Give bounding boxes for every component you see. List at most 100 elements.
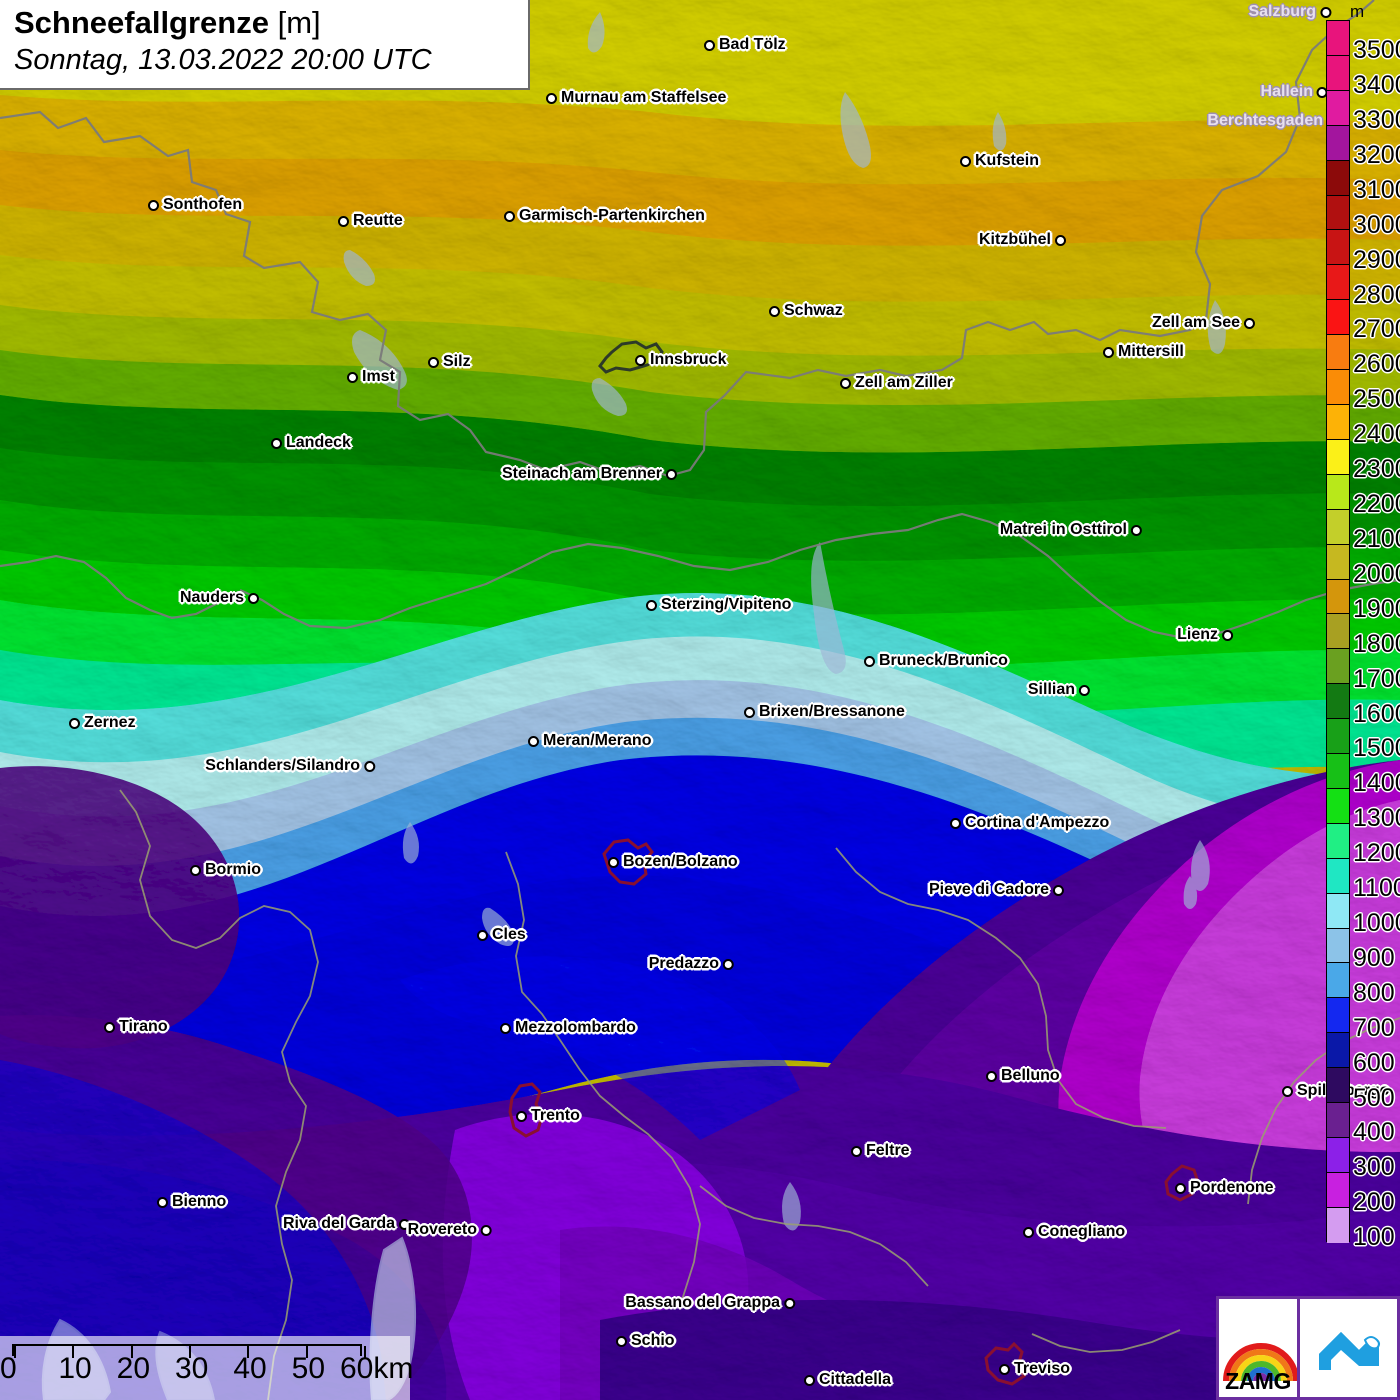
city-marker[interactable]: Murnau am Staffelsee	[546, 89, 727, 106]
city-dot-icon	[157, 1196, 168, 1208]
city-marker[interactable]: Schwaz	[769, 302, 843, 319]
city-marker[interactable]: Schio	[616, 1332, 675, 1349]
city-marker[interactable]: Bozen/Bolzano	[608, 853, 738, 870]
city-marker[interactable]: Zell am Ziller	[840, 374, 953, 391]
city-dot-icon	[1282, 1085, 1293, 1097]
city-label: Zernez	[84, 714, 136, 731]
city-marker[interactable]: Pieve di Cadore	[929, 882, 1064, 898]
city-label: Murnau am Staffelsee	[561, 89, 727, 106]
city-marker[interactable]: Mezzolombardo	[500, 1019, 636, 1036]
city-label: Predazzo	[648, 955, 719, 972]
city-marker[interactable]: Silz	[428, 354, 471, 370]
city-label: Belluno	[1001, 1067, 1060, 1084]
city-dot-icon	[546, 92, 557, 104]
scale-tick	[305, 1346, 308, 1358]
city-marker[interactable]: Cortina d'Ampezzo	[950, 815, 1109, 831]
city-label: Mezzolombardo	[515, 1019, 636, 1036]
city-dot-icon	[704, 39, 715, 51]
city-marker[interactable]: Salzburg	[1248, 3, 1331, 20]
city-dot-icon	[1131, 524, 1142, 536]
city-marker[interactable]: Feltre	[851, 1143, 910, 1159]
city-marker[interactable]: Innsbruck	[635, 352, 726, 368]
city-marker[interactable]: Nauders	[180, 590, 259, 606]
city-marker[interactable]: Trento	[516, 1108, 580, 1124]
city-marker[interactable]: Meran/Merano	[528, 733, 651, 749]
city-marker[interactable]: Bassano del Grappa	[625, 1295, 795, 1311]
city-label: Schwaz	[784, 302, 843, 319]
city-label: Sillian	[1027, 681, 1075, 698]
city-marker[interactable]: Zernez	[69, 714, 136, 731]
city-marker[interactable]: Bruneck/Brunico	[864, 653, 1008, 669]
scale-tick	[14, 1346, 16, 1358]
scale-tick	[247, 1346, 250, 1358]
city-marker[interactable]: Kufstein	[960, 152, 1039, 169]
city-dot-icon	[428, 356, 439, 368]
city-marker[interactable]: Belluno	[986, 1067, 1060, 1084]
city-marker[interactable]: Sillian	[1027, 681, 1090, 698]
city-marker[interactable]: Brixen/Bressanone	[744, 704, 905, 720]
city-marker[interactable]: Kitzbühel	[979, 231, 1066, 248]
city-marker[interactable]: Cles	[477, 926, 526, 943]
zamg-logo[interactable]: ZAMG	[1216, 1296, 1300, 1400]
city-marker[interactable]: Predazzo	[648, 955, 734, 972]
mountain-logo[interactable]	[1300, 1296, 1400, 1400]
city-label: Bormio	[205, 861, 261, 878]
city-marker[interactable]: Bienno	[157, 1194, 226, 1210]
city-marker[interactable]: Conegliano	[1023, 1223, 1126, 1240]
city-marker[interactable]: Riva del Garda	[283, 1216, 410, 1232]
scale-tick	[189, 1346, 191, 1358]
city-label: Zell am Ziller	[855, 374, 953, 391]
city-marker[interactable]: Bormio	[190, 861, 261, 878]
city-dot-icon	[248, 592, 259, 604]
city-marker[interactable]: Sonthofen	[148, 197, 242, 213]
city-label: Spilimbergo	[1297, 1082, 1390, 1099]
city-marker[interactable]: Schlanders/Silandro	[205, 758, 375, 774]
city-label: Garmisch-Partenkirchen	[519, 207, 705, 224]
city-dot-icon	[804, 1374, 815, 1386]
city-dot-icon	[864, 655, 875, 667]
city-label: Kufstein	[975, 152, 1039, 169]
map-scale-bar: 0 10 20 30 40 50 60km	[0, 1336, 413, 1400]
city-marker[interactable]: Treviso	[999, 1360, 1071, 1377]
city-label: Salzburg	[1248, 3, 1316, 20]
scale-tick	[364, 1346, 366, 1358]
city-dot-icon	[723, 958, 734, 970]
scale-number: 40	[233, 1352, 267, 1385]
city-label: Schio	[631, 1332, 675, 1349]
city-dot-icon	[1327, 115, 1338, 127]
city-marker[interactable]: Bad Tölz	[704, 37, 786, 53]
city-label: Kitzbühel	[979, 231, 1051, 248]
city-marker[interactable]: Rovereto	[408, 1222, 492, 1238]
city-marker[interactable]: Steinach am Brenner	[502, 466, 677, 482]
city-marker[interactable]: Hallein	[1261, 84, 1328, 100]
city-label: Pordenone	[1190, 1179, 1274, 1196]
city-label: Treviso	[1014, 1360, 1071, 1377]
city-marker[interactable]: Garmisch-Partenkirchen	[504, 207, 705, 224]
city-marker[interactable]: Mittersill	[1103, 344, 1184, 360]
city-label: Bozen/Bolzano	[623, 853, 738, 870]
city-marker[interactable]: Imst	[347, 369, 395, 385]
city-dot-icon	[1079, 684, 1090, 696]
mountain-icon	[1318, 1332, 1380, 1370]
city-marker[interactable]: Zell am See	[1152, 315, 1255, 331]
city-marker[interactable]: Tirano	[104, 1019, 168, 1035]
scale-number: 0	[0, 1352, 17, 1385]
city-marker[interactable]: Matrei in Osttirol	[999, 521, 1142, 538]
city-label: Cles	[492, 926, 526, 943]
city-marker[interactable]: Reutte	[338, 213, 403, 229]
city-label: Conegliano	[1038, 1223, 1126, 1240]
city-marker[interactable]: Spilimbergo	[1282, 1082, 1390, 1099]
city-label: Matrei in Osttirol	[999, 521, 1127, 538]
city-dot-icon	[69, 717, 80, 729]
scale-bar-ticks	[12, 1344, 366, 1358]
city-marker[interactable]: Lienz	[1177, 627, 1233, 643]
city-dot-icon	[1023, 1226, 1034, 1238]
city-marker[interactable]: Berchtesgaden	[1207, 113, 1338, 129]
city-marker[interactable]: Cittadella	[804, 1372, 891, 1388]
city-dot-icon	[504, 210, 515, 222]
city-dot-icon	[608, 856, 619, 868]
city-marker[interactable]: Landeck	[271, 435, 351, 451]
city-marker[interactable]: Pordenone	[1175, 1179, 1274, 1196]
city-marker[interactable]: Sterzing/Vipiteno	[646, 597, 791, 613]
